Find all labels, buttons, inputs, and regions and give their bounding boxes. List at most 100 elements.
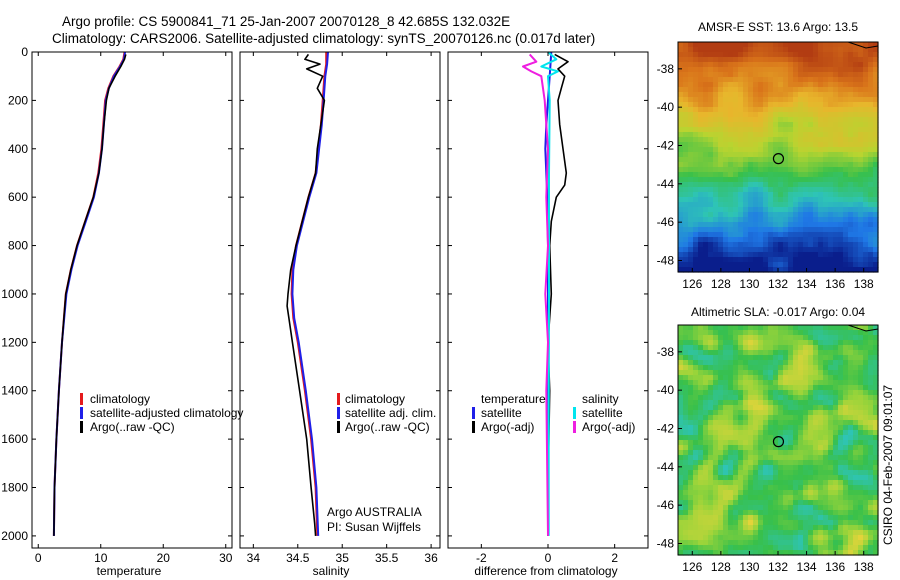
heatmap-cell (768, 222, 774, 228)
heatmap-cell (773, 440, 779, 446)
heatmap-cell (823, 395, 829, 401)
heatmap-cell (813, 325, 819, 331)
heatmap-cell (718, 510, 724, 516)
legend-heading-temperature: temperature (481, 392, 546, 406)
heatmap-cell (873, 212, 879, 218)
heatmap-cell (753, 262, 759, 268)
heatmap-cell (843, 187, 849, 193)
heatmap-cell (863, 475, 869, 481)
heatmap-cell (813, 430, 819, 436)
heatmap-cell (798, 57, 804, 63)
heatmap-cell (848, 227, 854, 233)
heatmap-cell (763, 217, 769, 223)
heatmap-cell (868, 350, 874, 356)
heatmap-cell (683, 87, 689, 93)
heatmap-cell (688, 520, 694, 526)
heatmap-cell (788, 415, 794, 421)
heatmap-cell (793, 242, 799, 248)
heatmap-cell (868, 365, 874, 371)
heatmap-cell (748, 142, 754, 148)
heatmap-cell (818, 380, 824, 386)
heatmap-cell (698, 485, 704, 491)
heatmap-cell (858, 87, 864, 93)
heatmap-cell (768, 395, 774, 401)
heatmap-cell (798, 117, 804, 123)
heatmap-cell (803, 430, 809, 436)
heatmap-cell (758, 470, 764, 476)
heatmap-cell (728, 480, 734, 486)
heatmap-cell (728, 117, 734, 123)
heatmap-cell (713, 370, 719, 376)
heatmap-cell (748, 375, 754, 381)
heatmap-cell (843, 242, 849, 248)
heatmap-cell (763, 545, 769, 551)
heatmap-cell (823, 545, 829, 551)
heatmap-cell (678, 405, 684, 411)
heatmap-cell (783, 490, 789, 496)
heatmap-cell (808, 330, 814, 336)
heatmap-cell (788, 57, 794, 63)
heatmap-cell (738, 450, 744, 456)
heatmap-cell (828, 350, 834, 356)
heatmap-cell (683, 107, 689, 113)
heatmap-cell (788, 410, 794, 416)
heatmap-cell (718, 67, 724, 73)
heatmap-cell (828, 237, 834, 243)
heatmap-cell (708, 137, 714, 143)
heatmap-cell (693, 107, 699, 113)
heatmap-cell (678, 545, 684, 551)
heatmap-cell (698, 187, 704, 193)
heatmap-cell (838, 77, 844, 83)
heatmap-cell (728, 167, 734, 173)
heatmap-cell (858, 262, 864, 268)
heatmap-cell (793, 222, 799, 228)
heatmap-cell (708, 390, 714, 396)
heatmap-cell (733, 107, 739, 113)
heatmap-cell (678, 500, 684, 506)
heatmap-cell (753, 152, 759, 158)
heatmap-cell (823, 530, 829, 536)
heatmap-cell (678, 380, 684, 386)
heatmap-cell (863, 107, 869, 113)
heatmap-cell (708, 57, 714, 63)
heatmap-cell (698, 252, 704, 258)
heatmap-cell (813, 267, 819, 273)
heatmap-cell (683, 47, 689, 53)
heatmap-cell (853, 247, 859, 253)
heatmap-cell (828, 330, 834, 336)
heatmap-cell (848, 102, 854, 108)
heatmap-cell (808, 182, 814, 188)
heatmap-cell (843, 350, 849, 356)
heatmap-cell (853, 465, 859, 471)
heatmap-cell (768, 325, 774, 331)
heatmap-cell (778, 455, 784, 461)
heatmap-cell (813, 247, 819, 253)
heatmap-cell (803, 252, 809, 258)
heatmap-cell (843, 410, 849, 416)
heatmap-cell (718, 450, 724, 456)
heatmap-cell (833, 360, 839, 366)
series-line-salinity-satellite (540, 51, 559, 536)
heatmap-cell (863, 157, 869, 163)
heatmap-cell (803, 465, 809, 471)
heatmap-cell (693, 550, 699, 556)
heatmap-cell (808, 237, 814, 243)
heatmap-cell (758, 47, 764, 53)
heatmap-cell (868, 262, 874, 268)
heatmap-cell (813, 340, 819, 346)
heatmap-cell (873, 455, 879, 461)
heatmap-cell (793, 162, 799, 168)
heatmap-cell (843, 62, 849, 68)
heatmap-cell (698, 410, 704, 416)
heatmap-cell (873, 62, 879, 68)
heatmap-cell (713, 242, 719, 248)
heatmap-cell (753, 445, 759, 451)
heatmap-cell (868, 460, 874, 466)
heatmap-cell (773, 177, 779, 183)
heatmap-cell (708, 252, 714, 258)
heatmap-cell (803, 107, 809, 113)
heatmap-cell (873, 147, 879, 153)
heatmap-cell (863, 237, 869, 243)
heatmap-cell (818, 57, 824, 63)
heatmap-cell (763, 395, 769, 401)
